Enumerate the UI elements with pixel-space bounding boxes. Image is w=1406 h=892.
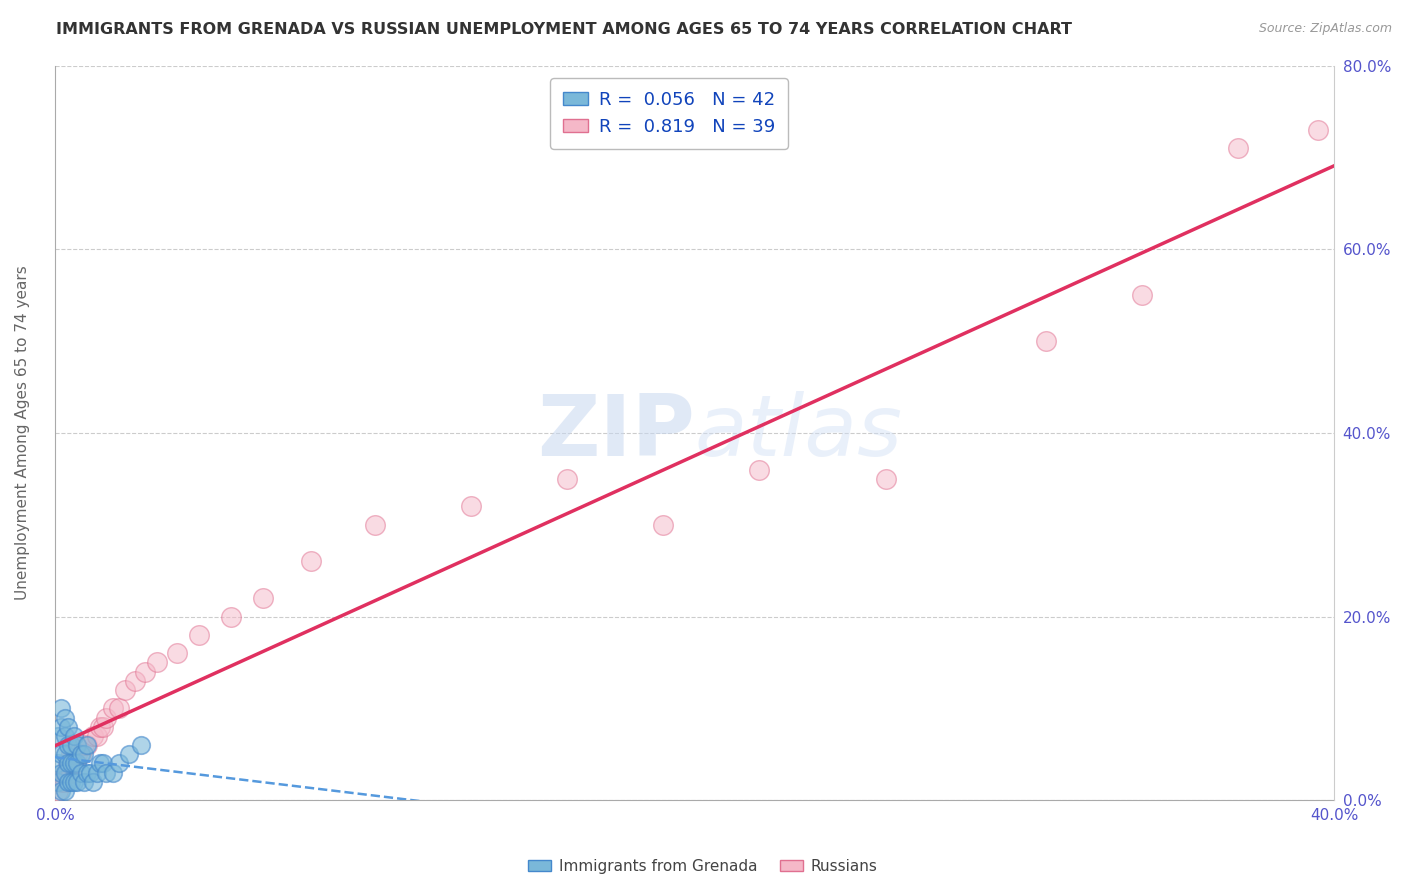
Point	[96, 765, 118, 780]
Point	[364, 517, 387, 532]
Point	[51, 747, 73, 762]
Point	[76, 738, 98, 752]
Point	[56, 756, 79, 771]
Point	[73, 747, 96, 762]
Point	[53, 729, 76, 743]
Point	[89, 756, 111, 771]
Point	[53, 784, 76, 798]
Point	[219, 609, 242, 624]
Point	[59, 765, 82, 780]
Point	[63, 729, 86, 743]
Point	[131, 738, 153, 752]
Point	[53, 747, 76, 762]
Point	[89, 720, 111, 734]
Point	[63, 756, 86, 771]
Point	[114, 683, 136, 698]
Point	[1130, 288, 1153, 302]
Text: atlas: atlas	[695, 392, 903, 475]
Point	[460, 500, 482, 514]
Point	[51, 784, 73, 798]
Point	[66, 747, 89, 762]
Point	[69, 747, 91, 762]
Y-axis label: Unemployment Among Ages 65 to 74 years: Unemployment Among Ages 65 to 74 years	[15, 266, 30, 600]
Point	[82, 774, 104, 789]
Point	[73, 738, 96, 752]
Point	[59, 756, 82, 771]
Point	[117, 747, 139, 762]
Text: ZIP: ZIP	[537, 392, 695, 475]
Point	[252, 591, 274, 606]
Point	[166, 646, 188, 660]
Point	[69, 747, 91, 762]
Point	[79, 765, 101, 780]
Point	[53, 765, 76, 780]
Point	[53, 710, 76, 724]
Point	[56, 774, 79, 789]
Point	[875, 472, 897, 486]
Point	[91, 756, 114, 771]
Point	[51, 774, 73, 789]
Point	[56, 720, 79, 734]
Point	[56, 756, 79, 771]
Point	[46, 756, 69, 771]
Point	[56, 738, 79, 752]
Point	[46, 784, 69, 798]
Legend: Immigrants from Grenada, Russians: Immigrants from Grenada, Russians	[522, 853, 884, 880]
Point	[1227, 141, 1250, 155]
Point	[101, 765, 124, 780]
Text: IMMIGRANTS FROM GRENADA VS RUSSIAN UNEMPLOYMENT AMONG AGES 65 TO 74 YEARS CORREL: IMMIGRANTS FROM GRENADA VS RUSSIAN UNEMP…	[56, 22, 1073, 37]
Point	[91, 720, 114, 734]
Point	[56, 765, 79, 780]
Point	[63, 756, 86, 771]
Point	[51, 765, 73, 780]
Point	[86, 765, 108, 780]
Point	[66, 756, 89, 771]
Point	[66, 738, 89, 752]
Point	[66, 774, 89, 789]
Point	[46, 774, 69, 789]
Point	[76, 738, 98, 752]
Point	[69, 765, 91, 780]
Legend: R =  0.056   N = 42, R =  0.819   N = 39: R = 0.056 N = 42, R = 0.819 N = 39	[550, 78, 787, 149]
Point	[73, 774, 96, 789]
Point	[651, 517, 673, 532]
Point	[86, 729, 108, 743]
Point	[76, 765, 98, 780]
Point	[53, 774, 76, 789]
Point	[555, 472, 578, 486]
Point	[108, 756, 131, 771]
Point	[46, 729, 69, 743]
Point	[134, 665, 156, 679]
Point	[59, 747, 82, 762]
Point	[63, 774, 86, 789]
Point	[146, 656, 169, 670]
Point	[59, 774, 82, 789]
Point	[299, 554, 322, 568]
Point	[124, 673, 146, 688]
Point	[187, 628, 209, 642]
Point	[96, 710, 118, 724]
Point	[108, 701, 131, 715]
Point	[1308, 123, 1330, 137]
Point	[51, 701, 73, 715]
Point	[53, 765, 76, 780]
Point	[1035, 334, 1057, 348]
Text: Source: ZipAtlas.com: Source: ZipAtlas.com	[1258, 22, 1392, 36]
Point	[748, 462, 770, 476]
Point	[82, 729, 104, 743]
Point	[59, 738, 82, 752]
Point	[101, 701, 124, 715]
Point	[51, 720, 73, 734]
